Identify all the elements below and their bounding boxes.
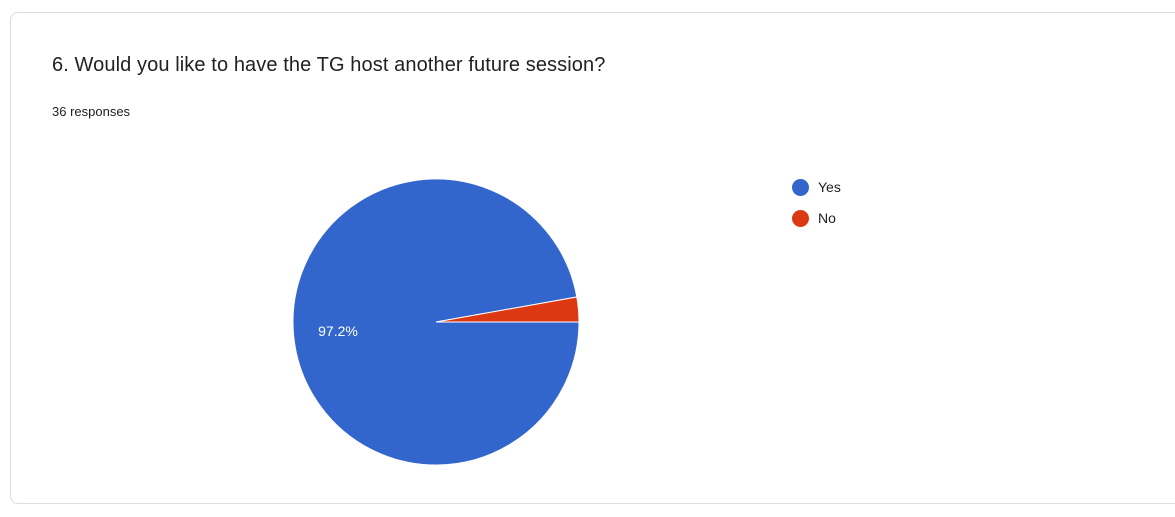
pie-labels: 97.2% <box>318 323 358 339</box>
question-card <box>10 12 1175 504</box>
pie-slices <box>292 178 580 466</box>
response-count: 36 responses <box>52 104 131 119</box>
legend-marker-yes <box>792 178 809 196</box>
legend-label-yes: Yes <box>818 179 841 195</box>
pie-slice-no[interactable] <box>435 296 580 323</box>
legend-label-no: No <box>818 210 836 226</box>
legend-marker-no <box>792 209 809 227</box>
question-title: 6. Would you like to have the TG host an… <box>52 54 606 76</box>
slice-label-yes: 97.2% <box>318 323 358 339</box>
legend-item-no[interactable]: No <box>792 208 836 228</box>
legend-item-yes[interactable]: Yes <box>792 177 841 197</box>
